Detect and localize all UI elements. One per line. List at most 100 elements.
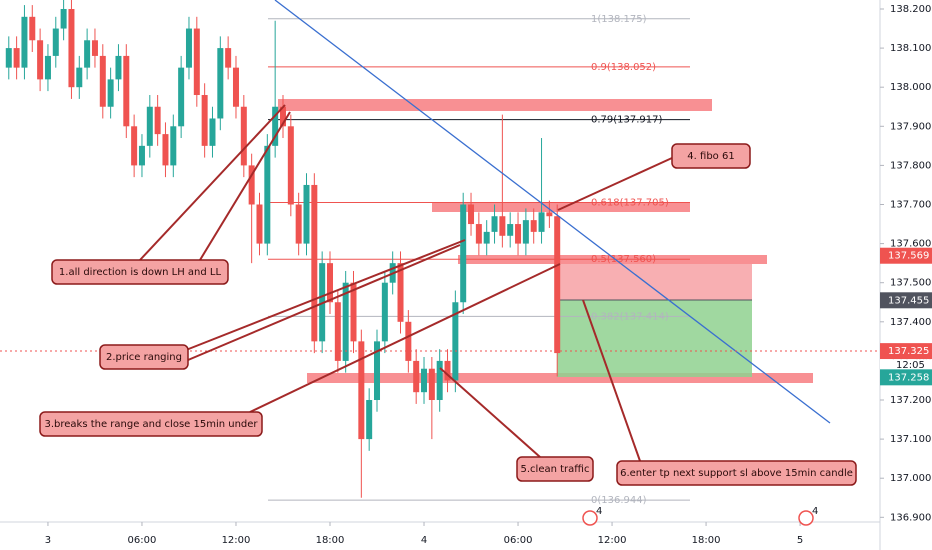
y-tick-label: 138.000 [890, 82, 931, 93]
event-badge[interactable] [582, 510, 598, 526]
x-tick-label: 06:00 [128, 535, 157, 546]
candle-body [287, 126, 294, 205]
candle-body [507, 224, 514, 236]
callout-pointer [187, 244, 461, 361]
event-badge[interactable] [798, 510, 814, 526]
candle-body [452, 302, 459, 381]
candle-body [460, 204, 467, 303]
candles [5, 0, 561, 498]
event-badge-count: 4 [596, 506, 602, 517]
candle-body [21, 16, 28, 68]
y-tick-label: 137.400 [890, 317, 931, 328]
price-tag [880, 369, 932, 386]
candle-body [342, 282, 349, 361]
price-tag-label: 137.569 [888, 251, 929, 262]
callout-box [51, 259, 229, 285]
candle-body [178, 67, 185, 127]
candle-body [374, 341, 381, 401]
candle-body [240, 106, 247, 166]
candle-body [154, 106, 161, 135]
candle-body [5, 48, 12, 68]
candle-body [405, 321, 412, 361]
stop-zone [557, 264, 752, 300]
callout-text: 4. fibo 61 [687, 151, 734, 162]
callout-pointer [582, 299, 641, 462]
candle-body [201, 95, 208, 146]
fib-label: 1(138.175) [591, 14, 647, 25]
callout-text: 3.breaks the range and close 15min under [44, 419, 258, 430]
y-tick-label: 138.200 [890, 4, 931, 15]
x-tick-label: 5 [797, 535, 803, 546]
callout-pointer [185, 239, 466, 351]
y-tick-label: 137.700 [890, 199, 931, 210]
candle-body [264, 145, 271, 244]
callout-box [39, 411, 263, 437]
candle-body [515, 224, 522, 244]
countdown: 12:05 [896, 360, 925, 371]
candle-body [538, 212, 545, 232]
y-tick-label: 137.800 [890, 160, 931, 171]
candle-body [530, 220, 537, 232]
support-zone [307, 373, 813, 383]
fib-label: 0.382(137.414) [591, 311, 669, 322]
candle-body [123, 55, 130, 127]
callout-pointer [139, 104, 286, 261]
candle-body [303, 184, 310, 244]
candle-body [295, 204, 302, 244]
callout-box [516, 456, 594, 482]
fib-label: 0(136.944) [591, 495, 647, 506]
price-tag-label: 137.455 [888, 295, 929, 306]
price-tag [880, 343, 932, 360]
candle-body [68, 8, 75, 88]
resistance-zone [432, 202, 690, 212]
candle-body [131, 126, 138, 166]
fib-label: 0.79(137.917) [591, 115, 663, 126]
countdown-bg [880, 359, 932, 372]
y-tick-label: 137.200 [890, 395, 931, 406]
candle-body [217, 48, 224, 119]
callout-box [99, 344, 189, 370]
y-tick-label: 137.600 [890, 239, 931, 250]
y-tick-label: 136.900 [890, 512, 931, 523]
candle-body [29, 16, 36, 41]
candle-body [279, 106, 286, 127]
fib-label: 0.618(137.705) [591, 198, 669, 209]
candle-body [256, 204, 263, 244]
candle-body [193, 28, 200, 96]
y-tick-label: 137.100 [890, 434, 931, 445]
x-tick-label: 18:00 [692, 535, 721, 546]
candle-body [350, 282, 357, 342]
price-tag-label: 137.325 [888, 346, 929, 357]
price-tag [880, 247, 932, 264]
candle-body [483, 231, 490, 244]
resistance-zone [278, 99, 712, 111]
y-tick-label: 137.000 [890, 473, 931, 484]
candle-body [44, 55, 51, 80]
callout-pointer [439, 367, 541, 458]
candle-body [428, 368, 435, 401]
candle-body [358, 341, 365, 440]
candle-body [146, 106, 153, 146]
candle-body [546, 212, 553, 217]
callout-pointer [249, 263, 561, 413]
x-tick-label: 3 [45, 535, 51, 546]
axes: 138.200 138.100 138.000 137.900 137.800 137.7… [45, 4, 932, 546]
trend-line [274, 0, 831, 424]
candle-body [272, 106, 279, 146]
candle-body [225, 48, 232, 68]
candle-body [232, 67, 239, 107]
candle-body [475, 224, 482, 244]
callout-text: 2.price ranging [106, 352, 182, 363]
candle-body [397, 263, 404, 322]
candle-body [413, 360, 420, 393]
candle-body [13, 48, 20, 68]
callout-box [616, 460, 857, 486]
fib-label: 0.9(138.052) [591, 62, 656, 73]
x-tick-label: 12:00 [222, 535, 251, 546]
candle-body [209, 118, 216, 146]
x-tick-label: 06:00 [504, 535, 533, 546]
candle-body [248, 165, 255, 205]
fib-label: 0.5(137.560) [591, 254, 656, 265]
